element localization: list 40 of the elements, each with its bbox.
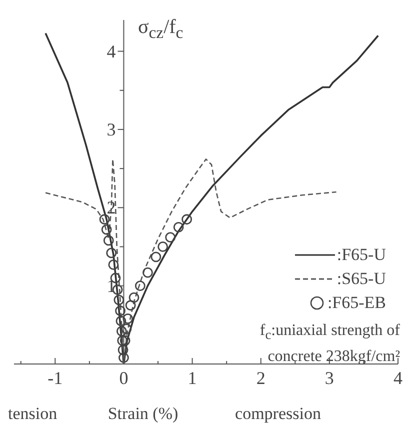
x-tick-label: 4 bbox=[394, 368, 402, 388]
x-tick-label: 0 bbox=[119, 368, 128, 388]
x-axis-title: Strain (%) bbox=[106, 404, 180, 424]
point bbox=[99, 214, 110, 225]
x-tick-label: -1 bbox=[48, 368, 63, 388]
point bbox=[134, 280, 146, 292]
point bbox=[125, 300, 136, 311]
point bbox=[165, 232, 176, 243]
text: tension bbox=[8, 404, 58, 424]
point bbox=[103, 235, 114, 246]
y-tick-label: 4 bbox=[106, 41, 116, 62]
y-axis-title: σ$_{cz}$/f$_{c}$ bbox=[138, 16, 184, 43]
point bbox=[116, 326, 127, 336]
point bbox=[115, 306, 126, 316]
point bbox=[121, 324, 132, 334]
x-tick-label: 3 bbox=[324, 368, 334, 388]
point bbox=[142, 267, 153, 278]
annotation: f$_{c}$:uniaxial strength of concrete 238kgf/cm² bbox=[258, 321, 400, 368]
y-tick-label: 2 bbox=[106, 198, 116, 218]
point bbox=[118, 344, 128, 356]
legend-label: :F65-U bbox=[336, 245, 386, 265]
text: compression bbox=[234, 404, 322, 424]
point bbox=[128, 292, 140, 303]
point bbox=[108, 260, 119, 270]
point bbox=[116, 316, 126, 326]
legend-label: :S65-U bbox=[336, 269, 386, 289]
point bbox=[114, 294, 124, 306]
legend-label: :F65-EB bbox=[327, 293, 386, 313]
point bbox=[150, 252, 162, 262]
x-tick-label: 2 bbox=[256, 368, 266, 388]
point bbox=[173, 222, 184, 232]
point bbox=[182, 214, 192, 225]
point bbox=[106, 248, 117, 258]
point bbox=[158, 242, 168, 252]
point bbox=[101, 224, 112, 235]
point bbox=[120, 335, 130, 346]
y-tick-label: 3 bbox=[106, 119, 116, 140]
x-tick-label: 1 bbox=[188, 368, 197, 388]
point bbox=[117, 335, 128, 346]
point bbox=[122, 313, 134, 324]
